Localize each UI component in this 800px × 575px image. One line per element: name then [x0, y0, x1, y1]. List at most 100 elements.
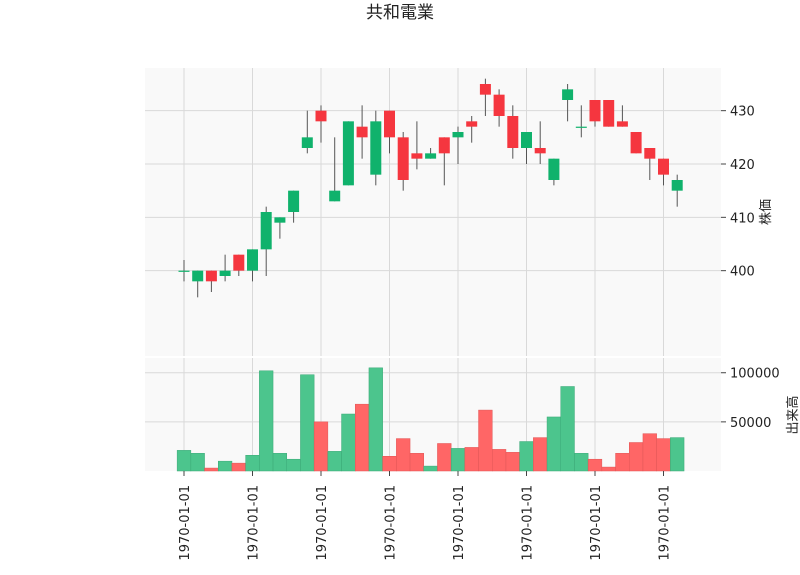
x-tick-label: 1970-01-01	[315, 485, 330, 561]
candle-body	[411, 153, 423, 159]
volume-bar	[176, 450, 192, 472]
candle-body	[562, 89, 574, 100]
volume-bar	[190, 453, 205, 472]
candle-body	[521, 132, 532, 148]
volume-bar	[629, 442, 644, 472]
candle-body	[260, 212, 272, 250]
volume-bar	[259, 370, 274, 472]
price-tick-label: 420	[730, 158, 755, 173]
volume-bar	[204, 467, 219, 472]
volume-bar	[450, 448, 466, 472]
volume-bar	[574, 453, 589, 472]
candle-body	[178, 270, 190, 272]
volume-bar	[615, 453, 630, 472]
candle-body	[603, 100, 615, 127]
volume-bar	[519, 441, 534, 472]
volume-bar	[492, 449, 507, 472]
volume-bar	[218, 460, 233, 472]
x-tick-label: 1970-01-01	[178, 485, 193, 561]
volume-bar	[642, 433, 657, 472]
x-tick-label: 1970-01-01	[589, 485, 604, 561]
volume-bar	[327, 451, 342, 472]
volume-bar	[231, 462, 246, 472]
candle-body	[384, 110, 395, 138]
volume-axis: 50000 100000	[721, 367, 780, 431]
candle-body	[658, 158, 669, 175]
x-axis: 1970-01-01 1970-01-01 1970-01-01 1970-01-01…	[178, 471, 673, 561]
volume-bar	[300, 374, 315, 472]
candle-body	[274, 217, 286, 223]
volume-bar	[464, 447, 479, 472]
candle-body	[192, 270, 204, 282]
candle-body	[534, 148, 546, 154]
volume-bar	[601, 466, 616, 472]
volume-bar	[670, 437, 685, 472]
volume-bar	[560, 386, 575, 472]
candle-body	[205, 270, 217, 282]
candle-body	[370, 121, 382, 175]
x-tick-label: 1970-01-01	[521, 485, 536, 561]
candle-body	[233, 254, 245, 271]
x-gridlines	[183, 68, 664, 471]
candle-body	[342, 121, 354, 186]
candle-body	[466, 121, 478, 127]
volume-panel-background	[145, 358, 721, 471]
candle-body	[507, 116, 519, 148]
price-candles	[178, 78, 683, 298]
candle-body	[616, 121, 628, 127]
candle-body	[288, 190, 300, 212]
candle-body	[452, 132, 464, 138]
volume-bar	[396, 438, 411, 472]
candle-body	[630, 132, 642, 154]
candle-body	[219, 270, 231, 276]
volume-gridlines	[145, 372, 721, 423]
candle-body	[589, 100, 601, 122]
volume-bar	[546, 416, 561, 472]
candle-body	[247, 249, 258, 271]
volume-bar	[505, 452, 520, 472]
candle-body	[493, 94, 505, 116]
volume-bar	[341, 413, 356, 472]
x-tick-label: 1970-01-01	[658, 485, 673, 561]
volume-bar	[656, 438, 671, 472]
candle-body	[329, 190, 341, 202]
volume-bar	[368, 367, 383, 472]
x-tick-label: 1970-01-01	[247, 485, 262, 561]
candle-body	[425, 153, 437, 159]
price-tick-label: 400	[730, 265, 755, 280]
chart-title: 共和電業	[366, 3, 434, 23]
candle-body	[438, 137, 450, 154]
candle-body	[397, 137, 409, 180]
x-tick-label: 1970-01-01	[452, 485, 467, 561]
price-tick-label: 410	[730, 211, 755, 226]
candle-body	[644, 148, 656, 159]
candle-body	[671, 180, 683, 191]
price-tick-label: 430	[730, 105, 755, 120]
volume-bar	[382, 456, 397, 472]
volume-bar	[478, 409, 493, 472]
volume-bars	[176, 367, 685, 472]
volume-axis-label: 出来高	[785, 395, 800, 434]
volume-tick-label: 100000	[730, 367, 780, 382]
price-axis: 400 410 420 430	[721, 105, 755, 280]
candle-body	[479, 84, 491, 95]
candle-body	[548, 158, 560, 180]
volume-bar	[533, 437, 548, 472]
price-panel-background	[145, 68, 721, 356]
volume-bar	[313, 421, 329, 472]
volume-bar	[286, 458, 301, 472]
candle-body	[315, 110, 327, 122]
volume-tick-label: 50000	[730, 416, 771, 431]
volume-bar	[272, 453, 287, 472]
price-axis-label: 株価	[759, 199, 774, 225]
candle-body	[301, 137, 313, 148]
volume-bar	[437, 443, 452, 472]
candle-body	[356, 126, 368, 138]
x-tick-label: 1970-01-01	[384, 485, 399, 561]
volume-bar	[245, 455, 260, 472]
candle-body	[575, 126, 587, 128]
volume-bar	[355, 403, 370, 472]
volume-bar	[423, 465, 438, 472]
volume-bar	[409, 453, 424, 472]
